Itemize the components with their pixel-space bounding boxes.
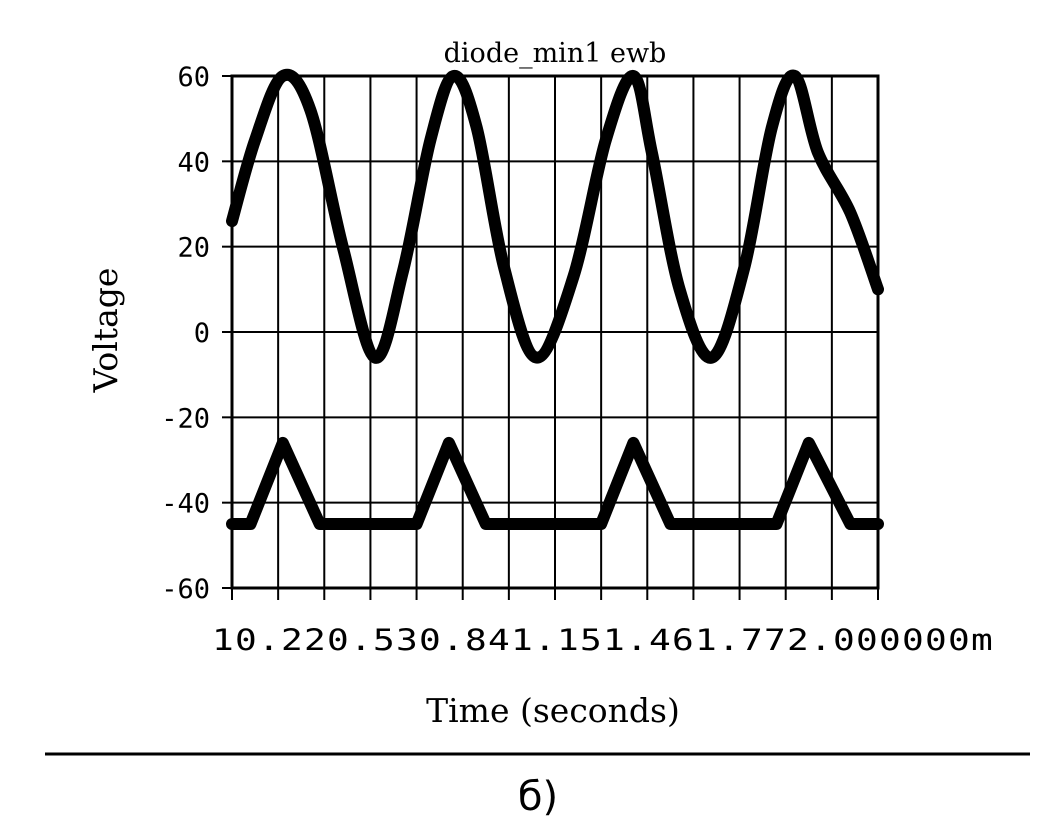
x-axis-label: Time (seconds) <box>426 691 680 730</box>
y-tick-label: -20 <box>161 403 210 434</box>
y-axis-label: Voltage <box>86 268 125 394</box>
y-tick-label: 20 <box>177 233 210 264</box>
y-tick-label: -60 <box>161 574 210 605</box>
y-tick-label: 0 <box>194 318 210 349</box>
y-axis-ticks: 60 40 20 0 -20 -40 -60 <box>161 62 210 605</box>
plot-frame <box>230 74 880 590</box>
x-axis-tick-labels: 10.220.530.841.151.461.772.000000m <box>212 623 994 657</box>
series-line-2 <box>226 436 884 530</box>
y-tick-label: 60 <box>177 62 210 93</box>
y-tick-label: 40 <box>177 147 210 178</box>
chart-title: diode_min1 ewb <box>444 38 667 69</box>
series-line-1 <box>226 68 884 364</box>
figure-caption: б) <box>518 774 558 820</box>
plot-series <box>226 68 884 530</box>
y-tick-label: -40 <box>161 489 210 520</box>
